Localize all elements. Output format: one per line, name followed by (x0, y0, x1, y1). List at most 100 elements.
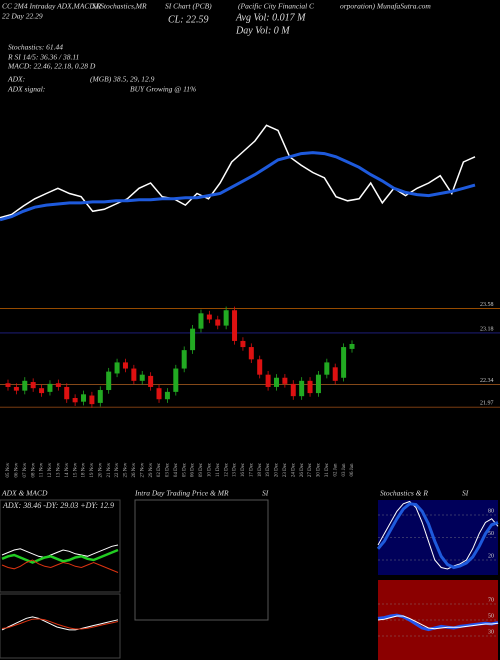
candle-body (273, 377, 279, 387)
x-tick-label: 05 Dec (182, 462, 187, 477)
panel-title: ADX & MACD (1, 489, 48, 498)
series-line (1, 548, 119, 564)
level-label: 22.34 (480, 378, 494, 384)
x-tick-label: 06 Dec (191, 462, 196, 477)
x-tick-label: 05 Nov (6, 462, 11, 477)
adx-frame (0, 499, 121, 593)
x-tick-label: 19 Dec (266, 462, 271, 477)
avg-vol: Avg Vol: 0.017 M (235, 12, 306, 23)
adx-values: (MGB) 38.5, 29, 12.9 (90, 75, 155, 84)
macd-text: MACD: 22.46, 22.18, 0.28 D (7, 62, 96, 71)
series-line (1, 544, 119, 559)
candle-body (30, 382, 36, 389)
candle-body (299, 380, 305, 397)
candle-body (5, 383, 11, 387)
panel-title: SI (262, 489, 269, 498)
y-tick-label: 50 (488, 613, 494, 619)
candle-body (265, 374, 271, 387)
intraday-frame (134, 499, 269, 621)
series-line (1, 618, 119, 630)
candle-body (341, 347, 347, 378)
x-tick-label: 13 Nov (56, 462, 61, 477)
level-label: 21.97 (480, 401, 494, 407)
x-tick-label: 11 Dec (216, 462, 221, 477)
y-tick-label: 30 (488, 629, 494, 635)
x-tick-label: 27 Dec (308, 462, 313, 477)
candle-body (13, 386, 19, 391)
candle-body (290, 383, 296, 397)
candle-body (324, 362, 330, 375)
x-tick-label: 26 Dec (300, 462, 305, 477)
x-tick-label: 02 Dec (157, 462, 162, 477)
series-line (1, 616, 119, 631)
header-text: CC 2M4 Intraday ADX,MACD,R (2, 2, 102, 11)
x-tick-label: 02 Jan (333, 463, 338, 476)
x-tick-label: 07 Nov (23, 462, 28, 477)
candle-body (173, 368, 179, 392)
adx-signal: BUY Growing @ 11% (130, 85, 196, 94)
x-tick-label: 31 Dec (325, 462, 330, 477)
day-text: 22 Day 22.29 (2, 12, 43, 21)
candle-body (248, 347, 254, 360)
close-text: CL: 22.59 (168, 14, 209, 25)
x-tick-label: 15 Nov (73, 462, 78, 477)
y-tick-label: 50 (488, 531, 494, 537)
x-tick-label: 19 Nov (90, 462, 95, 477)
x-tick-label: 26 Nov (132, 462, 137, 477)
panel-title: Intra Day Trading Price & MR (134, 489, 229, 498)
panel-title: SI (462, 489, 469, 498)
x-tick-label: 03 Dec (166, 462, 171, 477)
x-tick-label: 18 Nov (82, 462, 87, 477)
candle-body (190, 328, 196, 351)
candle-body (232, 310, 238, 341)
header-text: SI,Stochastics,MR (92, 2, 147, 11)
candle-body (139, 374, 145, 381)
candle-body (89, 395, 95, 405)
candle-body (97, 390, 103, 403)
y-tick-label: 80 (488, 508, 494, 514)
candle-body (198, 313, 204, 329)
adx-label: ADX: (7, 75, 25, 84)
candle-body (223, 310, 229, 326)
candle-body (215, 319, 221, 326)
x-tick-label: 25 Nov (124, 462, 129, 477)
x-tick-label: 13 Dec (233, 462, 238, 477)
series-line (376, 502, 499, 570)
candle-body (106, 371, 112, 391)
candle-body (122, 362, 128, 369)
series-line (377, 615, 499, 630)
candle-body (282, 377, 288, 384)
adx-signal-label: ADX signal: (7, 85, 45, 94)
series-line (0, 151, 476, 222)
x-tick-label: 20 Nov (98, 462, 103, 477)
level-label: 23.18 (480, 326, 494, 332)
candle-body (307, 380, 313, 394)
x-tick-label: 16 Dec (241, 462, 246, 477)
x-tick-label: 11 Nov (40, 462, 45, 477)
level-label: 23.58 (480, 302, 494, 308)
y-tick-label: 20 (488, 553, 494, 559)
x-tick-label: 29 Nov (149, 462, 154, 477)
x-tick-label: 06 Jan (350, 463, 355, 476)
header-text: orporation) MunafaSutra.com (340, 2, 431, 11)
y-tick-label: 70 (488, 597, 494, 603)
x-tick-label: 12 Nov (48, 462, 53, 477)
candle-body (148, 375, 154, 387)
header-text: SI Chart (PCB) (165, 2, 212, 11)
candle-body (22, 380, 28, 391)
rsi-text: R SI 14/5: 36.36 / 38.11 (7, 53, 79, 62)
candle-body (156, 388, 162, 400)
x-tick-label: 08 Nov (31, 462, 36, 477)
candle-body (64, 386, 70, 400)
x-tick-label: 03 Jan (342, 463, 347, 476)
header-text: (Pacific City Financial C (238, 2, 315, 11)
x-tick-label: 10 Dec (208, 462, 213, 477)
candle-body (81, 394, 87, 402)
candle-body (131, 368, 137, 381)
panel-title: Stochastics & R (380, 489, 428, 498)
x-tick-label: 27 Nov (140, 462, 145, 477)
candle-body (39, 388, 45, 394)
candle-body (206, 314, 212, 320)
